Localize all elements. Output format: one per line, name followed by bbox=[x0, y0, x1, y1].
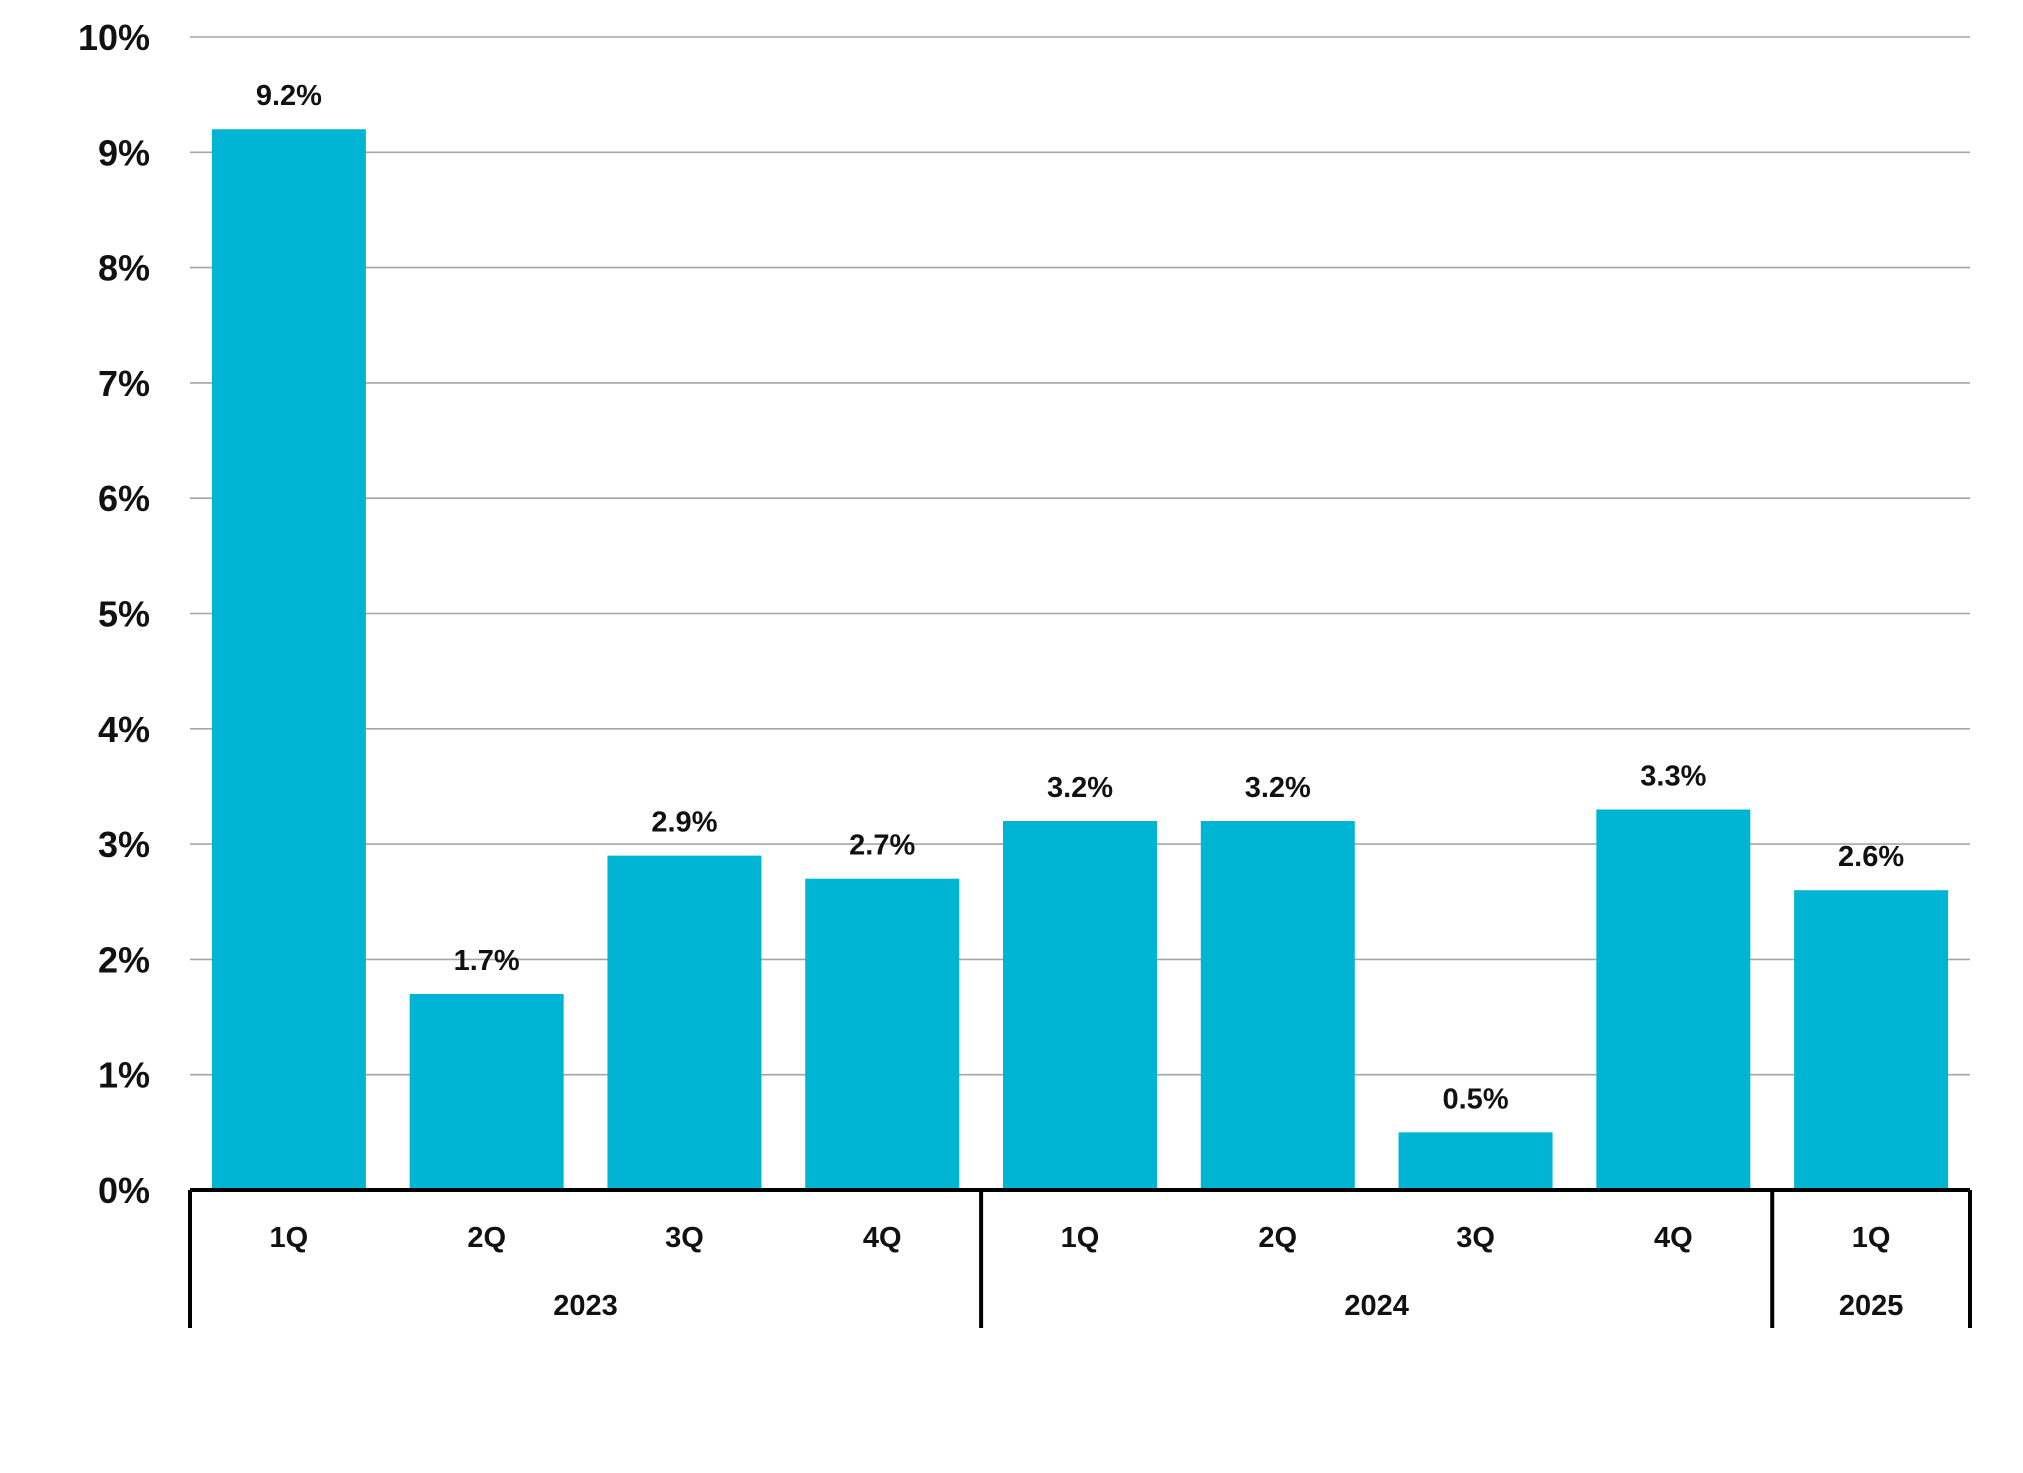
bar bbox=[1200, 821, 1355, 1190]
x-group-label: 2023 bbox=[553, 1290, 618, 1322]
bar bbox=[1003, 821, 1157, 1190]
y-tick-label: 3% bbox=[98, 824, 150, 865]
x-tick-label: 3Q bbox=[1456, 1222, 1495, 1254]
x-group-label: 2025 bbox=[1839, 1290, 1904, 1322]
bar bbox=[1794, 890, 1949, 1190]
y-tick-label: 10% bbox=[78, 17, 150, 58]
x-axis-group-labels: 2023 2024 2025 bbox=[553, 1290, 1903, 1322]
y-tick-label: 1% bbox=[98, 1055, 150, 1096]
x-tick-label: 2Q bbox=[467, 1222, 506, 1254]
x-tick-label: 4Q bbox=[863, 1222, 902, 1254]
bar-value-label: 1.7% bbox=[454, 945, 520, 977]
bar bbox=[211, 129, 366, 1191]
bar bbox=[805, 878, 960, 1190]
bar-value-label: 2.9% bbox=[651, 807, 717, 839]
bar-value-label: 0.5% bbox=[1443, 1083, 1509, 1115]
bar bbox=[607, 855, 762, 1190]
bar bbox=[1596, 809, 1751, 1190]
y-tick-label: 5% bbox=[98, 594, 150, 635]
bar-value-label: 9.2% bbox=[256, 80, 322, 112]
y-axis-ticks: 0% 1% 2% 3% 4% 5% 6% 7% 8% 9% 10% bbox=[78, 17, 150, 1211]
x-tick-label: 4Q bbox=[1654, 1222, 1693, 1254]
x-axis-category-labels: 1Q 2Q 3Q 4Q 1Q 2Q 3Q 4Q 1Q bbox=[270, 1222, 1891, 1254]
y-tick-label: 4% bbox=[98, 709, 150, 750]
x-axis bbox=[188, 1188, 1972, 1328]
gridlines bbox=[190, 36, 1970, 1076]
x-tick-label: 1Q bbox=[1852, 1222, 1891, 1254]
y-tick-label: 6% bbox=[98, 478, 150, 519]
x-tick-label: 2Q bbox=[1258, 1222, 1297, 1254]
y-tick-label: 8% bbox=[98, 248, 150, 289]
bar-value-label: 2.7% bbox=[849, 830, 915, 862]
y-tick-label: 9% bbox=[98, 132, 150, 173]
y-tick-label: 2% bbox=[98, 939, 150, 980]
bar bbox=[1398, 1132, 1553, 1190]
bars bbox=[211, 129, 1949, 1191]
bar-value-label: 3.2% bbox=[1245, 772, 1311, 804]
bar bbox=[409, 993, 564, 1190]
y-tick-label: 7% bbox=[98, 363, 150, 404]
x-group-label: 2024 bbox=[1344, 1290, 1409, 1322]
bar-value-labels: 9.2% 1.7% 2.9% 2.7% 3.2% 3.2% 0.5% 3.3% 2.6% bbox=[256, 80, 1905, 1115]
bar-value-label: 3.2% bbox=[1047, 772, 1113, 804]
x-tick-label: 1Q bbox=[270, 1222, 309, 1254]
x-tick-label: 3Q bbox=[665, 1222, 704, 1254]
x-tick-label: 1Q bbox=[1061, 1222, 1100, 1254]
bar-value-label: 3.3% bbox=[1640, 761, 1706, 793]
bar-value-label: 2.6% bbox=[1838, 841, 1904, 873]
y-tick-label: 0% bbox=[98, 1170, 150, 1211]
